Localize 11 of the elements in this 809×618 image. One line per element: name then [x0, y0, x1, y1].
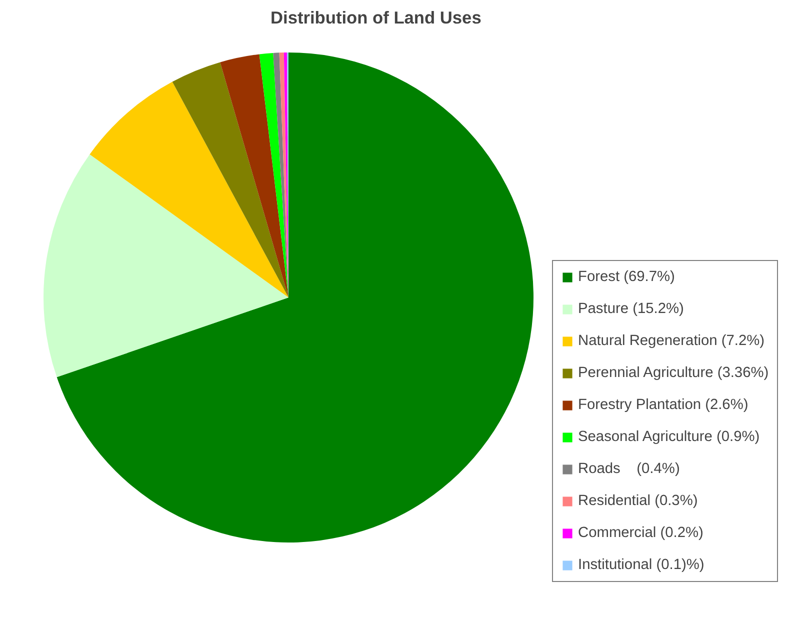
legend-label: Pasture (15.2%) [578, 301, 684, 317]
legend-label: Commercial (0.2%) [578, 525, 704, 541]
legend-label: Perennial Agriculture (3.36%) [578, 365, 769, 381]
legend-label: Forestry Plantation (2.6%) [578, 397, 748, 413]
legend-label: Seasonal Agriculture (0.9%) [578, 429, 760, 445]
legend-label: Residential (0.3%) [578, 493, 698, 509]
legend-label: Roads (0.4%) [578, 461, 680, 477]
legend-label: Natural Regeneration (7.2%) [578, 333, 765, 349]
legend-label: Forest (69.7%) [578, 269, 675, 285]
legend-label: Institutional (0.1)%) [578, 557, 704, 573]
chart-title: Distribution of Land Uses [270, 8, 482, 28]
